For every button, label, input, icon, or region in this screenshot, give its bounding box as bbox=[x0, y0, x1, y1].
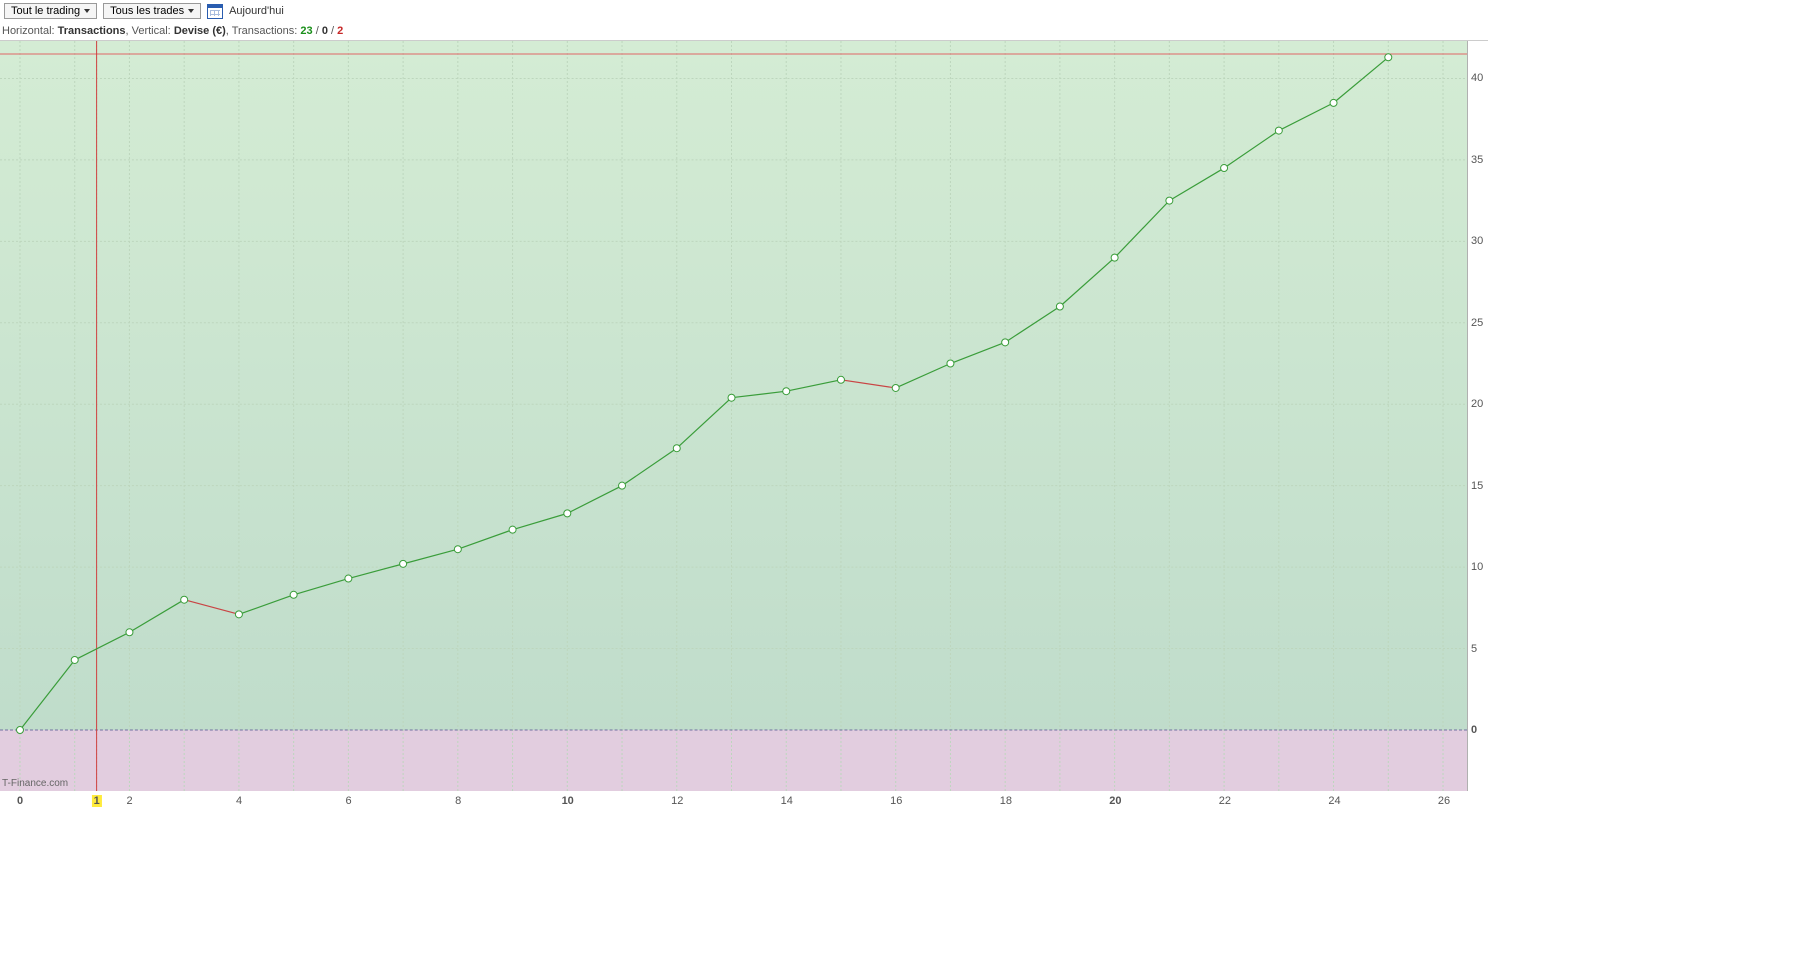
info-losses: 2 bbox=[337, 25, 343, 37]
y-tick-label: 35 bbox=[1471, 154, 1483, 166]
y-tick-label: 40 bbox=[1471, 72, 1483, 84]
x-tick-label: 12 bbox=[671, 795, 683, 807]
y-tick-label: 10 bbox=[1471, 561, 1483, 573]
y-tick-label: 25 bbox=[1471, 317, 1483, 329]
dropdown-label: Tous les trades bbox=[110, 5, 184, 17]
x-tick-label: 2 bbox=[126, 795, 132, 807]
x-tick-label: 1 bbox=[92, 795, 102, 807]
info-sep1: / bbox=[313, 25, 322, 37]
info-sep2: / bbox=[328, 25, 337, 37]
trades-filter-dropdown[interactable]: Tous les trades bbox=[103, 3, 201, 19]
y-tick-label: 0 bbox=[1471, 724, 1477, 736]
info-wins: 23 bbox=[300, 25, 312, 37]
x-tick-label: 20 bbox=[1109, 795, 1121, 807]
x-tick-label: 8 bbox=[455, 795, 461, 807]
chart-plot-area[interactable]: T-Finance.com bbox=[0, 41, 1468, 791]
chevron-down-icon bbox=[188, 9, 194, 13]
x-tick-label: 26 bbox=[1438, 795, 1450, 807]
info-v-value: Devise (€) bbox=[174, 25, 226, 37]
x-axis: 012468101214161820222426 bbox=[0, 791, 1468, 813]
x-tick-label: 14 bbox=[781, 795, 793, 807]
trading-scope-dropdown[interactable]: Tout le trading bbox=[4, 3, 97, 19]
chart-container: T-Finance.com 0510152025303540 012468101… bbox=[0, 40, 1488, 813]
x-tick-label: 10 bbox=[562, 795, 574, 807]
calendar-icon bbox=[207, 4, 223, 19]
info-v-prefix: , Vertical: bbox=[126, 25, 171, 37]
y-tick-label: 30 bbox=[1471, 235, 1483, 247]
info-t-prefix: , Transactions: bbox=[226, 25, 298, 37]
info-h-prefix: Horizontal: bbox=[2, 25, 55, 37]
x-tick-label: 4 bbox=[236, 795, 242, 807]
x-tick-label: 0 bbox=[17, 795, 23, 807]
x-tick-label: 16 bbox=[890, 795, 902, 807]
today-button[interactable]: Aujourd'hui bbox=[207, 4, 284, 19]
y-axis: 0 5 10 15 20 25 30 35 40 bbox=[1468, 41, 1488, 791]
x-tick-label: 22 bbox=[1219, 795, 1231, 807]
x-tick-label: 6 bbox=[346, 795, 352, 807]
dropdown-label: Tout le trading bbox=[11, 5, 80, 17]
y-tick-label: 15 bbox=[1471, 480, 1483, 492]
chart-info-line: Horizontal: Transactions, Vertical: Devi… bbox=[0, 22, 1800, 40]
x-tick-label: 24 bbox=[1328, 795, 1340, 807]
toolbar: Tout le trading Tous les trades Aujourd'… bbox=[0, 0, 1800, 22]
today-label: Aujourd'hui bbox=[229, 5, 284, 17]
y-tick-label: 20 bbox=[1471, 398, 1483, 410]
chart-svg bbox=[0, 41, 1467, 791]
x-tick-label: 18 bbox=[1000, 795, 1012, 807]
y-tick-label: 5 bbox=[1471, 643, 1477, 655]
info-h-value: Transactions bbox=[58, 25, 126, 37]
watermark: T-Finance.com bbox=[2, 778, 68, 789]
chevron-down-icon bbox=[84, 9, 90, 13]
